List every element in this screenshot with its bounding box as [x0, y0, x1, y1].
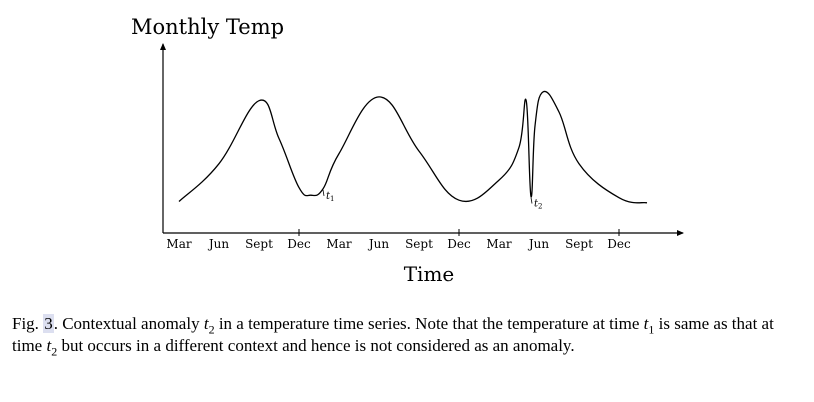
annotation-label: t2 [534, 199, 543, 211]
x-tick-label: Dec [607, 237, 631, 251]
temperature-chart: Monthly Temp Mar Jun Sept Dec Mar Jun Sept Dec M… [131, 15, 684, 286]
caption-var-t2: t2 [203, 314, 215, 337]
x-tick-label: Jun [527, 237, 550, 251]
annotation-pointer [322, 189, 325, 196]
x-tick-label: Sept [245, 237, 273, 251]
x-tick-label: Mar [486, 237, 511, 251]
annotation-label: t1 [326, 191, 335, 203]
caption-var-t2: t2 [46, 336, 58, 359]
caption-var-letter: t [46, 336, 52, 355]
annotation-pointer [530, 197, 533, 204]
caption-text-2: in a temperature time series. Note that … [214, 314, 644, 333]
caption-var-t1: t1 [643, 314, 655, 337]
x-tick-label: Sept [565, 237, 593, 251]
x-tick-label: Jun [367, 237, 390, 251]
caption-sub-2: 2 [208, 322, 215, 337]
temperature-series-line [178, 90, 648, 204]
x-axis-title: Time [404, 262, 455, 286]
chart-title: Monthly Temp [131, 15, 284, 39]
caption-text-3: is same as that at time [12, 314, 774, 355]
caption-sub-1: 1 [648, 322, 655, 337]
caption-prefix: Fig. [12, 314, 44, 333]
caption-var-letter: t [203, 314, 209, 333]
x-tick-label: Mar [166, 237, 191, 251]
x-tick-label: Sept [405, 237, 433, 251]
x-tick-label: Dec [447, 237, 471, 251]
caption-text-1: . Contextual anomaly [53, 314, 204, 333]
x-tick-label: Mar [326, 237, 351, 251]
x-tick-label: Dec [287, 237, 311, 251]
caption-sub-2: 2 [51, 344, 58, 359]
figure-number: 3 [43, 314, 54, 333]
caption-var-letter: t [643, 314, 649, 333]
figure-caption: Fig. 3. Contextual anomaly t2 in a tempe… [12, 313, 804, 357]
caption-text-4: but occurs in a different context and he… [57, 336, 575, 355]
x-tick-label: Jun [207, 237, 230, 251]
